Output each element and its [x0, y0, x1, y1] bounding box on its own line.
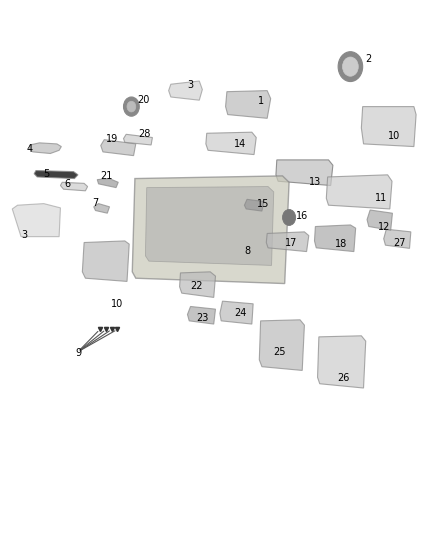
Polygon shape — [259, 320, 304, 370]
Text: 4: 4 — [27, 144, 33, 154]
Polygon shape — [124, 134, 152, 145]
Text: 1: 1 — [258, 96, 264, 106]
Text: 14: 14 — [234, 139, 246, 149]
Polygon shape — [30, 143, 61, 154]
Text: 23: 23 — [196, 313, 208, 323]
Polygon shape — [94, 204, 110, 213]
Polygon shape — [187, 306, 215, 324]
Text: 7: 7 — [92, 198, 99, 207]
Text: 3: 3 — [21, 230, 27, 239]
Text: 12: 12 — [378, 222, 391, 231]
Text: 13: 13 — [309, 177, 321, 187]
Text: 9: 9 — [75, 348, 81, 358]
Text: 17: 17 — [285, 238, 297, 247]
Text: 2: 2 — [365, 54, 371, 63]
Text: 28: 28 — [138, 130, 151, 139]
Polygon shape — [97, 179, 118, 188]
Text: 22: 22 — [190, 281, 202, 291]
Text: 8: 8 — [244, 246, 251, 255]
Text: 10: 10 — [111, 299, 124, 309]
Polygon shape — [169, 81, 202, 100]
Text: 25: 25 — [273, 347, 286, 357]
Polygon shape — [226, 91, 271, 118]
Text: 16: 16 — [296, 211, 308, 221]
Polygon shape — [180, 272, 215, 297]
Text: 6: 6 — [65, 179, 71, 189]
Polygon shape — [367, 210, 392, 230]
Polygon shape — [361, 107, 416, 147]
Text: 19: 19 — [106, 134, 118, 143]
Polygon shape — [132, 176, 289, 284]
Text: 26: 26 — [338, 374, 350, 383]
Polygon shape — [12, 204, 60, 237]
Text: 3: 3 — [187, 80, 194, 90]
Text: 5: 5 — [43, 169, 49, 179]
Text: 21: 21 — [100, 171, 112, 181]
Circle shape — [343, 57, 358, 76]
Text: 18: 18 — [335, 239, 347, 248]
Polygon shape — [326, 175, 392, 209]
Polygon shape — [220, 301, 253, 324]
Polygon shape — [206, 132, 256, 155]
Circle shape — [338, 52, 363, 82]
Polygon shape — [34, 171, 78, 179]
Text: 15: 15 — [257, 199, 269, 208]
Text: 10: 10 — [388, 131, 400, 141]
Text: 27: 27 — [393, 238, 406, 247]
Polygon shape — [244, 199, 264, 211]
Polygon shape — [101, 140, 136, 156]
Polygon shape — [266, 232, 309, 252]
Text: 20: 20 — [138, 95, 150, 105]
Circle shape — [127, 101, 136, 112]
Polygon shape — [82, 241, 129, 281]
Text: 11: 11 — [375, 193, 387, 203]
Polygon shape — [145, 187, 274, 265]
Polygon shape — [314, 225, 356, 252]
Polygon shape — [60, 182, 88, 191]
Polygon shape — [318, 336, 366, 388]
Circle shape — [124, 97, 139, 116]
Circle shape — [283, 209, 296, 225]
Polygon shape — [276, 160, 333, 185]
Polygon shape — [384, 229, 411, 248]
Text: 24: 24 — [234, 308, 246, 318]
